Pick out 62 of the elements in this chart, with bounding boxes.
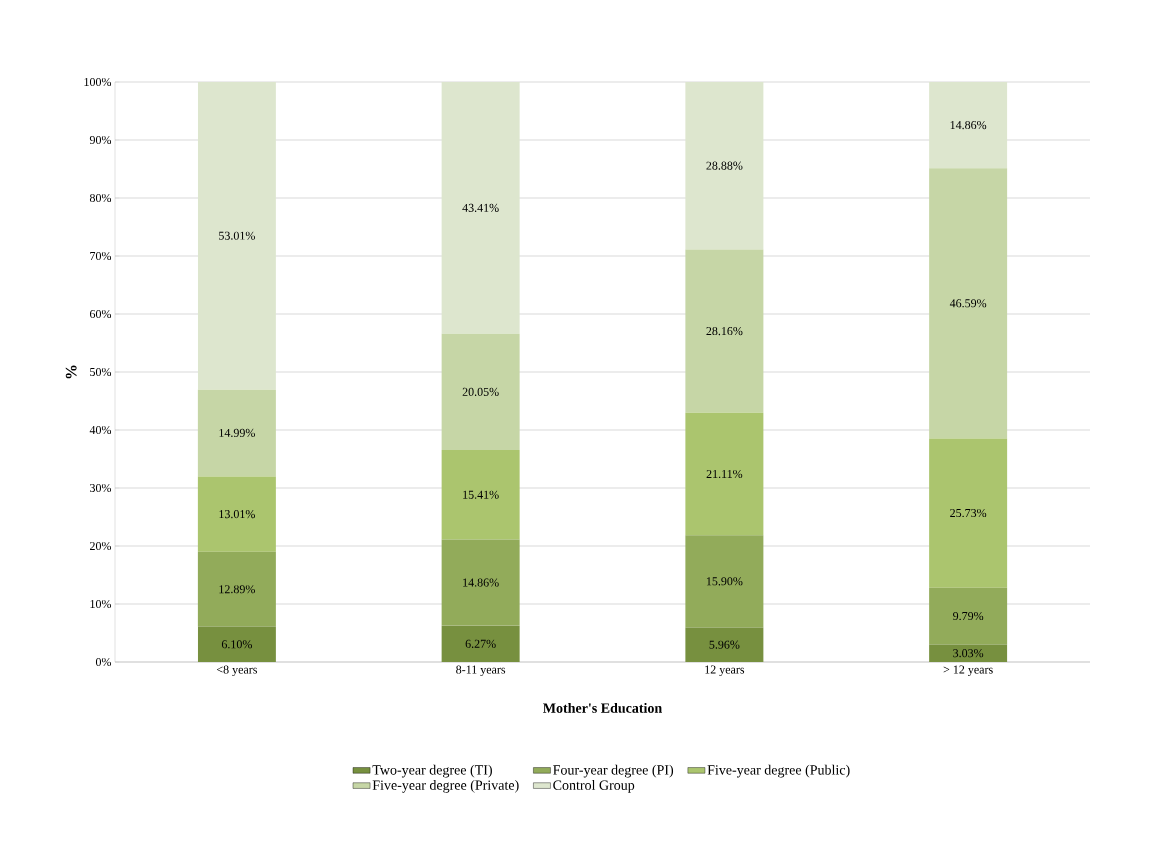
data-label: 46.59% (949, 299, 987, 308)
data-label: 14.99% (219, 428, 255, 437)
x-tick-label: 12 years (705, 665, 745, 677)
bar (441, 625, 520, 662)
y-tick-label: 40% (89, 425, 112, 435)
bar (685, 627, 764, 662)
bar (685, 535, 764, 628)
legend-label: Four-year degree (PI) (553, 764, 674, 778)
y-tick-label: 30% (90, 483, 112, 493)
bar (441, 450, 520, 540)
data-label: 6.27% (465, 639, 496, 648)
data-label: 12.89% (219, 585, 255, 594)
bar (685, 249, 764, 413)
bar (197, 81, 276, 390)
data-label: 53.01% (219, 231, 255, 240)
data-label: 25.73% (950, 508, 987, 518)
y-tick-label: 70% (90, 251, 112, 261)
x-tick-label: 8-11 years (456, 665, 506, 677)
bar (929, 587, 1008, 645)
y-axis-title: % (65, 365, 77, 379)
legend-label: Control Group (553, 779, 635, 793)
bar (685, 412, 764, 536)
bar (929, 81, 1008, 169)
y-tick-label: 60% (89, 309, 112, 319)
data-label: 14.86% (463, 578, 499, 587)
data-label: 3.03% (953, 649, 984, 658)
data-label: 13.01% (219, 510, 255, 519)
data-label: 43.41% (462, 203, 499, 212)
y-tick-label: 90% (89, 135, 112, 145)
y-tick-label: 100% (84, 77, 112, 87)
x-axis-title: Mother's Education (543, 702, 662, 713)
bar (441, 81, 520, 334)
bar (197, 551, 276, 627)
y-tick-label: 10% (90, 599, 112, 609)
data-label: 6.10% (221, 640, 252, 649)
data-label: 28.88% (706, 161, 743, 170)
legend-label: Two-year degree (TI) (372, 764, 492, 778)
y-tick-label: 0% (95, 657, 112, 667)
x-tick-label: <8 years (216, 665, 257, 677)
bar (929, 438, 1008, 588)
data-label: 21.11% (706, 469, 743, 479)
y-tick-label: 80% (89, 193, 112, 203)
data-label: 15.90% (706, 577, 743, 586)
data-label: 14.86% (950, 121, 987, 130)
bar (929, 644, 1008, 662)
bar (197, 626, 276, 662)
bar (197, 476, 276, 552)
bar (685, 81, 764, 250)
bar (197, 389, 276, 477)
y-tick-label: 20% (90, 541, 112, 551)
data-label: 5.96% (709, 640, 740, 649)
data-label: 28.16% (706, 327, 743, 336)
x-tick-label: > 12 years (943, 665, 993, 677)
legend-label: Five-year degree (Public) (707, 764, 850, 778)
data-label: 20.05% (462, 387, 499, 396)
legend-label: Five-year degree (Private) (372, 779, 519, 793)
data-label: 15.41% (463, 490, 499, 499)
bar (929, 168, 1008, 439)
bar (441, 333, 520, 451)
data-label: 9.79% (953, 611, 984, 621)
y-tick-label: 50% (90, 367, 112, 377)
bar (441, 539, 520, 626)
